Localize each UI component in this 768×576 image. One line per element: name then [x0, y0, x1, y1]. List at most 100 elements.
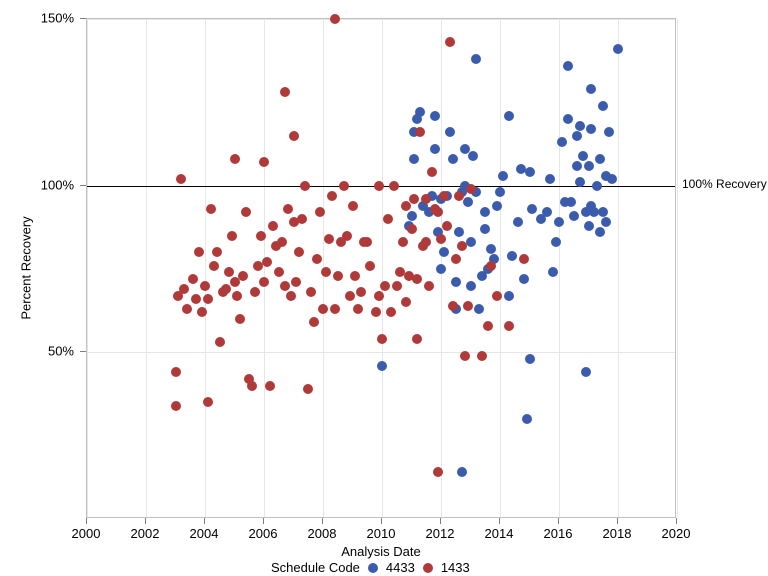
data-point	[383, 214, 393, 224]
legend-swatch-1433	[423, 563, 433, 573]
data-point	[203, 397, 213, 407]
gridline-v	[382, 19, 383, 517]
scatter-chart: Percent Recovery Analysis Date Schedule …	[0, 0, 768, 576]
data-point	[262, 257, 272, 267]
data-point	[250, 287, 260, 297]
gridline-v	[205, 19, 206, 517]
data-point	[436, 264, 446, 274]
data-point	[572, 161, 582, 171]
data-point	[330, 304, 340, 314]
x-axis-label: Analysis Date	[341, 544, 420, 559]
data-point	[365, 261, 375, 271]
data-point	[542, 207, 552, 217]
data-point	[492, 201, 502, 211]
data-point	[380, 281, 390, 291]
gridline-v	[618, 19, 619, 517]
x-tick	[204, 518, 205, 524]
data-point	[445, 37, 455, 47]
data-point	[171, 401, 181, 411]
data-point	[377, 334, 387, 344]
data-point	[188, 274, 198, 284]
data-point	[581, 367, 591, 377]
x-tick-label: 2018	[603, 526, 632, 541]
data-point	[407, 224, 417, 234]
gridline-h	[87, 19, 675, 20]
data-point	[519, 274, 529, 284]
data-point	[194, 247, 204, 257]
data-point	[427, 167, 437, 177]
data-point	[451, 277, 461, 287]
data-point	[230, 277, 240, 287]
data-point	[256, 231, 266, 241]
data-point	[212, 247, 222, 257]
data-point	[471, 54, 481, 64]
data-point	[451, 254, 461, 264]
x-tick	[558, 518, 559, 524]
data-point	[371, 307, 381, 317]
x-tick	[381, 518, 382, 524]
data-point	[548, 267, 558, 277]
legend-item-label: 4433	[386, 560, 415, 575]
data-point	[598, 101, 608, 111]
data-point	[592, 181, 602, 191]
data-point	[424, 281, 434, 291]
y-tick	[80, 18, 86, 19]
data-point	[280, 87, 290, 97]
x-tick-label: 2012	[426, 526, 455, 541]
gridline-v	[87, 19, 88, 517]
y-tick	[80, 351, 86, 352]
data-point	[327, 191, 337, 201]
data-point	[569, 211, 579, 221]
data-point	[182, 304, 192, 314]
data-point	[578, 151, 588, 161]
data-point	[171, 367, 181, 377]
data-point	[454, 191, 464, 201]
data-point	[448, 154, 458, 164]
data-point	[342, 231, 352, 241]
data-point	[401, 201, 411, 211]
data-point	[595, 227, 605, 237]
x-tick-label: 2008	[308, 526, 337, 541]
data-point	[486, 261, 496, 271]
data-point	[321, 267, 331, 277]
data-point	[300, 181, 310, 191]
legend-swatch-4433	[368, 563, 378, 573]
data-point	[586, 84, 596, 94]
data-point	[448, 301, 458, 311]
x-tick	[86, 518, 87, 524]
data-point	[554, 217, 564, 227]
data-point	[306, 287, 316, 297]
data-point	[439, 191, 449, 201]
data-point	[557, 137, 567, 147]
data-point	[303, 384, 313, 394]
x-tick-label: 2016	[544, 526, 573, 541]
data-point	[613, 44, 623, 54]
gridline-v	[146, 19, 147, 517]
data-point	[318, 304, 328, 314]
data-point	[312, 254, 322, 264]
data-point	[277, 237, 287, 247]
data-point	[504, 321, 514, 331]
x-tick-label: 2000	[72, 526, 101, 541]
data-point	[563, 114, 573, 124]
data-point	[206, 204, 216, 214]
data-point	[601, 217, 611, 227]
data-point	[409, 154, 419, 164]
data-point	[430, 144, 440, 154]
data-point	[480, 224, 490, 234]
data-point	[289, 131, 299, 141]
data-point	[259, 157, 269, 167]
data-point	[197, 307, 207, 317]
y-axis-label: Percent Recovery	[19, 216, 34, 319]
data-point	[507, 251, 517, 261]
data-point	[466, 184, 476, 194]
data-point	[386, 307, 396, 317]
data-point	[294, 247, 304, 257]
data-point	[495, 187, 505, 197]
data-point	[412, 274, 422, 284]
data-point	[247, 381, 257, 391]
data-point	[504, 111, 514, 121]
data-point	[203, 294, 213, 304]
data-point	[398, 237, 408, 247]
data-point	[377, 361, 387, 371]
